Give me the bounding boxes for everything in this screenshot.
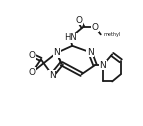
Text: O: O <box>92 23 99 32</box>
Text: O: O <box>75 16 82 25</box>
Text: N: N <box>49 71 56 80</box>
Text: N: N <box>100 61 106 70</box>
Text: methyl: methyl <box>104 32 121 37</box>
Text: O: O <box>29 68 36 77</box>
Text: HN: HN <box>64 33 77 42</box>
Text: N: N <box>53 48 60 57</box>
Text: O: O <box>28 51 35 60</box>
Text: N: N <box>87 48 93 57</box>
